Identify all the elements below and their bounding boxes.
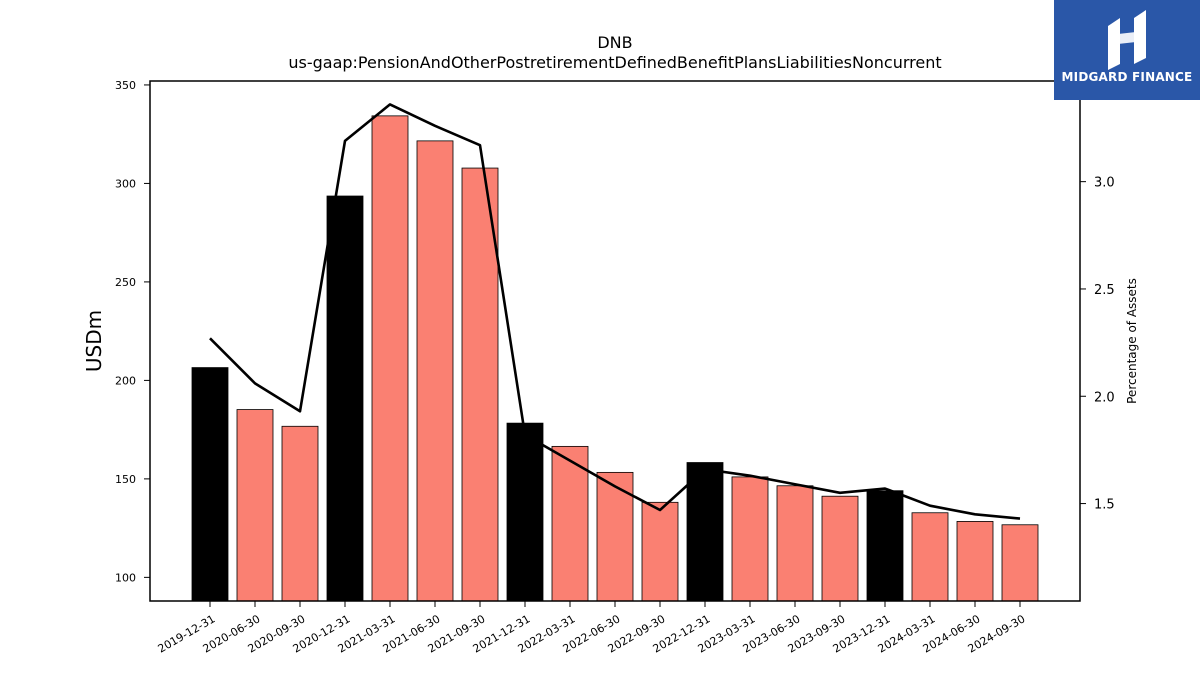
- logo-text: MIDGARD FINANCE: [1061, 70, 1193, 84]
- bar-2024-06-30: [956, 521, 994, 602]
- chart-title: DNB: [597, 33, 632, 52]
- midgard-logo-icon: [1108, 10, 1146, 70]
- y-tick-label: 350: [115, 79, 136, 92]
- y-tick-label: 150: [115, 473, 136, 486]
- bar-2021-06-30: [416, 140, 454, 602]
- bar-2023-09-30: [821, 495, 859, 602]
- y-tick-label: 300: [115, 177, 136, 190]
- y-tick-label: 100: [115, 571, 136, 584]
- bar-2022-03-31: [551, 445, 589, 602]
- y2-tick-label: 1.5: [1094, 498, 1115, 513]
- bar-2021-03-31: [371, 115, 409, 602]
- bar-2020-09-30: [281, 425, 319, 602]
- pct-of-assets-line: [209, 103, 1021, 520]
- y2-axis-label: Percentage of Assets: [1125, 278, 1139, 404]
- bar-2022-12-31: [686, 462, 724, 602]
- brand-logo: MIDGARD FINANCE: [1054, 0, 1200, 100]
- bar-2019-12-31: [191, 367, 229, 602]
- bar-2020-06-30: [236, 409, 274, 602]
- chart-subtitle: us-gaap:PensionAndOtherPostretirementDef…: [288, 53, 941, 72]
- bar-2022-09-30: [641, 501, 679, 602]
- x-axis: 2019-12-312020-06-302020-09-302020-12-31…: [156, 601, 1028, 656]
- bar-series: [191, 115, 1039, 602]
- y-tick-label: 250: [115, 276, 136, 289]
- bar-2023-12-31: [866, 490, 904, 602]
- y2-tick-label: 2.5: [1094, 283, 1115, 298]
- y-tick-label: 200: [115, 374, 136, 387]
- y-axis-right: 1.5 2.0 2.5 3.0: [1080, 176, 1115, 513]
- bar-2024-03-31: [911, 512, 949, 602]
- bar-2023-06-30: [776, 485, 814, 602]
- y2-tick-label: 3.0: [1094, 176, 1115, 191]
- bar-2021-09-30: [461, 167, 499, 602]
- y2-tick-label: 2.0: [1094, 390, 1115, 405]
- bar-2024-09-30: [1001, 524, 1039, 602]
- y-axis-left: 100 150 200 250 300 350: [115, 79, 150, 584]
- bar-2023-03-31: [731, 476, 769, 602]
- bar-2020-12-31: [326, 195, 364, 602]
- y-axis-label: USDm: [82, 310, 106, 372]
- bar-2021-12-31: [506, 422, 544, 602]
